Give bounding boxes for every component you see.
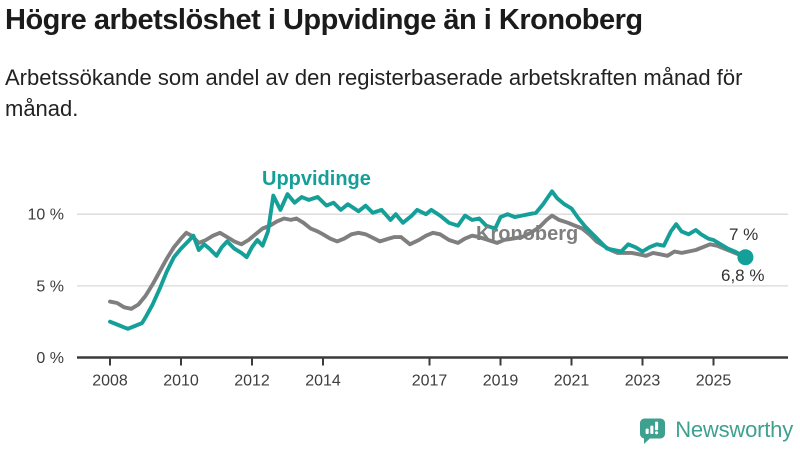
x-tick-label: 2014 xyxy=(305,373,341,390)
x-tick-label: 2019 xyxy=(483,373,519,390)
speech-bubble-bar-chart-icon xyxy=(640,418,666,444)
x-tick-label: 2010 xyxy=(163,373,199,390)
y-tick-label: 10 % xyxy=(28,207,64,224)
x-tick-label: 2021 xyxy=(554,373,590,390)
y-tick-label: 0 % xyxy=(36,350,64,367)
line-chart: 0 % 5 % 10 % 2008 2010 2012 2014 2017 2019 2021 20… xyxy=(0,140,800,410)
end-value-kronoberg: 6,8 % xyxy=(721,266,765,285)
end-value-uppvidinge: 7 % xyxy=(729,225,759,244)
chart-subtitle: Arbetssökande som andel av den registerb… xyxy=(5,65,743,121)
gridlines xyxy=(77,213,788,287)
latest-value-dot xyxy=(737,249,754,266)
chart-canvas: 0 %5 %10 %2008 2010 2012 2014 2017 2019 2021 20… xyxy=(28,189,788,390)
newsworthy-logo: Newsworthy xyxy=(637,414,793,446)
series-line-uppvidinge xyxy=(108,189,754,331)
x-tick-label: 2023 xyxy=(625,373,661,390)
newsworthy-logo-text: Newsworthy xyxy=(675,417,793,442)
series-line-kronoberg xyxy=(108,213,748,311)
series-label-uppvidinge: Uppvidinge xyxy=(262,168,371,190)
y-tick-label: 5 % xyxy=(36,278,64,295)
page-title: Högre arbetslöshet i Uppvidinge än i Kro… xyxy=(5,4,643,36)
x-tick-label: 2008 xyxy=(92,373,128,390)
x-axis: 2008 2010 2012 2014 2017 2019 2021 2023 2025 xyxy=(77,356,788,390)
x-tick-label: 2017 xyxy=(412,373,448,390)
x-tick-label: 2025 xyxy=(696,373,732,390)
y-axis-labels: 0 % 5 % 10 % xyxy=(28,207,64,367)
x-tick-label: 2012 xyxy=(234,373,270,390)
series-label-kronoberg: Kronoberg xyxy=(476,223,579,245)
